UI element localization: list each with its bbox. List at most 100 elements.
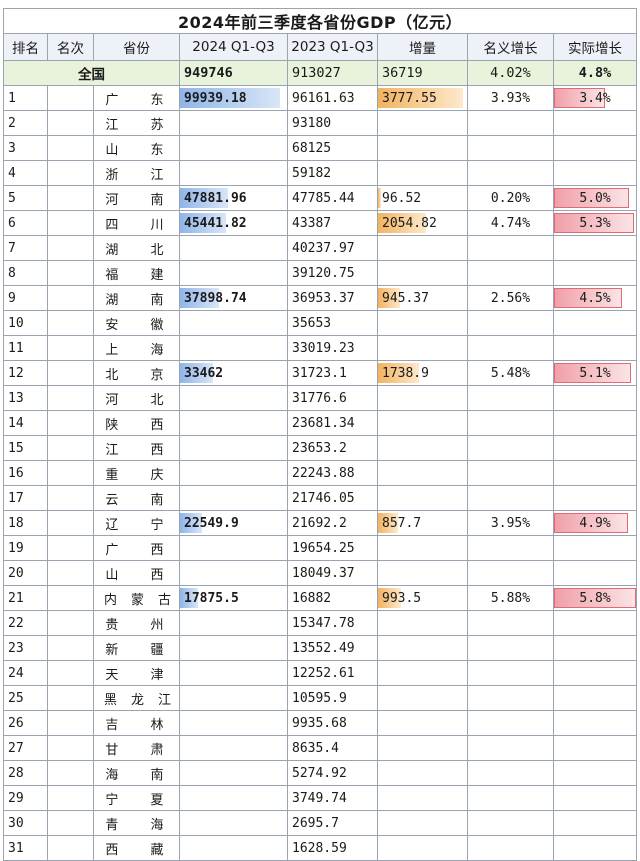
real-growth-cell-bar (554, 88, 605, 108)
increase-cell: 96.52 (377, 185, 468, 211)
increase-cell-bar (378, 288, 401, 308)
rank-cell-value: 9 (8, 290, 16, 306)
gdp-2023-cell: 31776.6 (287, 385, 378, 411)
rank-cell-value: 14 (8, 415, 24, 431)
gdp-2023-cell: 2695.7 (287, 810, 378, 836)
table-row: 18 辽 宁 22549.9 21692.2 857.7 3.95% 4.9% (3, 510, 638, 536)
gdp-table-sheet: 2024年前三季度各省份GDP（亿元） 排名 名次 省份 2024 Q1-Q3 … (2, 8, 638, 861)
province-cell-value: 江 西 (105, 442, 178, 458)
rank-cell: 23 (3, 635, 48, 661)
nominal-growth-cell: 0.20% (467, 185, 554, 211)
gdp-2023-cell: 19654.25 (287, 535, 378, 561)
gdp-2024-cell (179, 535, 288, 561)
increase-cell (377, 485, 468, 511)
increase-cell (377, 385, 468, 411)
position-cell (47, 110, 94, 136)
nominal-growth-cell-value: 5.88% (490, 590, 531, 606)
gdp-2024-cell (179, 335, 288, 361)
rank-cell-value: 23 (8, 640, 24, 656)
gdp-2023-cell-value: 2695.7 (292, 815, 339, 831)
gdp-2023-cell-value: 10595.9 (292, 690, 347, 706)
table-row: 13 河 北 31776.6 (3, 385, 638, 411)
gdp-2024-cell (179, 735, 288, 761)
increase-cell (377, 785, 468, 811)
gdp-2024-cell (179, 835, 288, 861)
nominal-growth-cell-value: 3.95% (490, 515, 531, 531)
gdp-2024-cell (179, 460, 288, 486)
increase-cell: 857.7 (377, 510, 468, 536)
gdp-2024-cell-value: 99939.18 (184, 90, 247, 106)
rank-cell-value: 18 (8, 515, 24, 531)
increase-cell (377, 760, 468, 786)
gdp-2024-cell-value: 22549.9 (184, 515, 239, 531)
position-cell (47, 335, 94, 361)
province-cell-value: 上 海 (105, 342, 178, 358)
real-growth-cell (552, 385, 638, 411)
gdp-2024-cell (179, 260, 288, 286)
gdp-2023-cell-value: 12252.61 (292, 665, 355, 681)
province-cell-value: 青 海 (105, 817, 178, 833)
nominal-growth-cell (467, 410, 554, 436)
rank-cell-value: 22 (8, 615, 24, 631)
position-cell (47, 360, 94, 386)
rank-cell: 31 (3, 835, 48, 861)
real-growth-cell (552, 260, 638, 286)
gdp-2023-cell-value: 3749.74 (292, 790, 347, 806)
table-row: 27 甘 肃 8635.4 (3, 735, 638, 761)
province-cell-value: 广 西 (105, 542, 178, 558)
position-cell (47, 785, 94, 811)
rank-cell: 13 (3, 385, 48, 411)
table-row: 30 青 海 2695.7 (3, 810, 638, 836)
gdp-2023-cell: 47785.44 (287, 185, 378, 211)
gdp-2023-cell: 59182 (287, 160, 378, 186)
rank-cell: 27 (3, 735, 48, 761)
gdp-2023-cell-value: 93180 (292, 115, 332, 131)
province-cell: 贵 州 (93, 610, 180, 636)
nominal-growth-cell (467, 635, 554, 661)
real-growth-cell (552, 735, 638, 761)
rank-cell-value: 11 (8, 340, 24, 356)
real-growth-cell-value: 4.9% (579, 515, 611, 531)
gdp-2023-cell: 31723.1 (287, 360, 378, 386)
total-2024: 949746 (179, 60, 288, 86)
rank-cell: 25 (3, 685, 48, 711)
increase-cell (377, 260, 468, 286)
rank-cell-value: 16 (8, 465, 24, 481)
rank-cell: 24 (3, 660, 48, 686)
table-row: 16 重 庆 22243.88 (3, 460, 638, 486)
nominal-growth-cell (467, 535, 554, 561)
gdp-2023-cell-value: 31776.6 (292, 390, 347, 406)
gdp-2024-cell (179, 660, 288, 686)
position-cell (47, 210, 94, 236)
increase-cell (377, 110, 468, 136)
header-rank: 排名 (3, 33, 48, 61)
real-growth-cell (552, 685, 638, 711)
gdp-2024-cell (179, 110, 288, 136)
province-cell-value: 河 南 (105, 192, 178, 208)
real-growth-cell: 4.9% (552, 510, 638, 536)
rank-cell: 5 (3, 185, 48, 211)
province-cell-value: 湖 南 (105, 292, 178, 308)
gdp-2024-cell (179, 235, 288, 261)
gdp-2023-cell-value: 5274.92 (292, 765, 347, 781)
province-cell: 重 庆 (93, 460, 180, 486)
gdp-2023-cell: 23653.2 (287, 435, 378, 461)
rank-cell-value: 12 (8, 365, 24, 381)
nominal-growth-cell (467, 760, 554, 786)
position-cell (47, 810, 94, 836)
rank-cell: 14 (3, 410, 48, 436)
position-cell (47, 535, 94, 561)
rank-cell-value: 21 (8, 590, 24, 606)
increase-cell (377, 535, 468, 561)
province-cell-value: 重 庆 (105, 467, 178, 483)
nominal-growth-cell (467, 135, 554, 161)
province-cell-value: 吉 林 (105, 717, 178, 733)
increase-cell-bar (378, 513, 399, 533)
total-label: 全国 (3, 60, 180, 86)
real-growth-cell (552, 335, 638, 361)
gdp-2024-cell (179, 635, 288, 661)
gdp-2023-cell-value: 18049.37 (292, 565, 355, 581)
nominal-growth-cell-value: 3.93% (490, 90, 531, 106)
province-cell: 甘 肃 (93, 735, 180, 761)
province-cell: 河 北 (93, 385, 180, 411)
